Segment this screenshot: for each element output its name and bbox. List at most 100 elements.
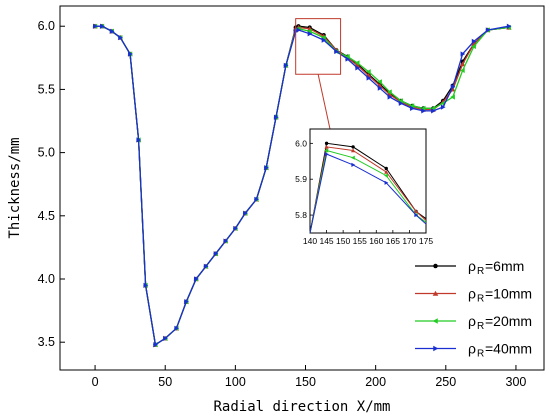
- data-point-marker: [213, 251, 219, 257]
- inset-x-tick-label: 175: [419, 236, 433, 246]
- data-point-marker: [307, 28, 312, 34]
- data-point-marker: [433, 345, 439, 352]
- data-point-marker: [321, 34, 326, 41]
- data-point-marker: [450, 84, 456, 90]
- data-point-marker: [203, 263, 209, 269]
- inset-y-tick-label: 5.8: [295, 210, 307, 220]
- legend-label: =10mm: [485, 286, 532, 302]
- series-1: [92, 24, 512, 347]
- main-axis-ticks: 0 50 100 150 200 250 300 3.5 4.0 4.5 5.0 5.5 6.0: [38, 19, 527, 389]
- x-tick-label: 250: [435, 375, 456, 389]
- data-point-marker: [324, 141, 329, 146]
- x-tick-label: 50: [158, 375, 172, 389]
- x-tick-label: 200: [365, 375, 386, 389]
- data-point-marker: [92, 23, 98, 29]
- data-point-marker: [344, 53, 350, 60]
- x-tick-label: 300: [506, 375, 527, 389]
- legend-entry-3: ρ R =20mm: [415, 313, 532, 332]
- data-point-marker: [377, 85, 383, 91]
- data-point-marker: [350, 148, 356, 153]
- data-point-marker: [128, 51, 133, 57]
- inset-x-tick-label: 170: [402, 236, 416, 246]
- data-point-marker: [387, 89, 392, 95]
- zoom-indicator: [295, 18, 342, 130]
- data-point-marker: [153, 342, 158, 348]
- legend-subscript: R: [477, 266, 484, 277]
- y-tick-label: 3.5: [38, 335, 55, 349]
- legend-symbol: ρ: [468, 341, 476, 357]
- y-tick-label: 5.0: [38, 146, 55, 160]
- data-point-marker: [324, 152, 329, 157]
- legend-entry-2: ρ R =10mm: [415, 286, 532, 305]
- data-point-marker: [384, 169, 389, 174]
- data-point-marker: [384, 173, 388, 178]
- data-point-marker: [433, 263, 438, 269]
- data-point-marker: [450, 94, 455, 100]
- data-point-marker: [432, 318, 438, 324]
- data-point-marker: [384, 180, 389, 185]
- legend-subscript: R: [477, 294, 484, 305]
- legend-symbol: ρ: [468, 258, 476, 274]
- data-point-marker: [264, 165, 269, 171]
- data-point-marker: [355, 65, 361, 71]
- inset-x-tick-label: 155: [353, 236, 367, 246]
- inset-x-tick-label: 150: [336, 236, 350, 246]
- data-point-marker: [194, 276, 199, 282]
- y-tick-label: 4.5: [38, 209, 55, 223]
- data-point-marker: [163, 335, 168, 342]
- data-point-marker: [351, 145, 355, 149]
- data-point-marker: [100, 23, 105, 29]
- x-axis-title: Radial direction X/mm: [213, 399, 390, 415]
- inset-x-tick-label: 140: [303, 236, 317, 246]
- legend-symbol: ρ: [468, 313, 476, 329]
- data-point-marker: [384, 166, 388, 171]
- y-tick-label: 5.5: [38, 82, 55, 96]
- x-tick-label: 150: [295, 375, 316, 389]
- data-point-marker: [377, 79, 382, 85]
- legend-entry-4: ρ R =40mm: [415, 341, 532, 360]
- data-point-marker: [283, 62, 289, 69]
- series-3: [92, 23, 512, 348]
- inset-x-tick-label: 165: [386, 236, 400, 246]
- inset-y-tick-label: 6.0: [295, 138, 307, 148]
- data-point-marker: [410, 105, 415, 111]
- data-point-marker: [440, 104, 446, 110]
- data-point-marker: [414, 212, 419, 218]
- data-point-marker: [366, 69, 371, 75]
- x-tick-label: 100: [225, 375, 246, 389]
- inset-series-line: [309, 153, 427, 234]
- data-point-marker: [354, 60, 360, 66]
- series-2: [92, 23, 512, 347]
- data-point-marker: [136, 137, 142, 143]
- inset-x-tick-label: 160: [369, 236, 383, 246]
- data-point-marker: [350, 155, 355, 160]
- data-point-marker: [345, 56, 351, 62]
- legend-label: =6mm: [485, 258, 524, 274]
- inset-frame: [309, 128, 427, 234]
- data-point-marker: [109, 28, 115, 34]
- data-point-marker: [460, 67, 465, 74]
- data-point-marker: [460, 51, 466, 57]
- data-point-marker: [409, 103, 415, 109]
- data-point-marker: [184, 299, 189, 305]
- data-point-marker: [413, 209, 419, 214]
- data-point-marker: [324, 148, 329, 153]
- x-tick-label: 0: [92, 375, 99, 389]
- plot-frame: [59, 5, 545, 371]
- data-point-marker: [485, 27, 491, 33]
- inset-series-4: [309, 152, 427, 234]
- data-point-marker: [432, 290, 439, 296]
- data-point-marker: [398, 100, 404, 106]
- data-point-marker: [431, 108, 436, 114]
- inset-x-tick-label: 145: [319, 236, 333, 246]
- y-axis-title: Thickness/mm: [7, 137, 23, 238]
- data-point-marker: [460, 61, 466, 67]
- data-point-marker: [118, 34, 123, 41]
- y-tick-label: 6.0: [38, 19, 55, 33]
- legend-label: =40mm: [485, 341, 532, 357]
- data-point-marker: [366, 75, 372, 81]
- main-series-group: [92, 23, 512, 348]
- data-point-marker: [321, 37, 327, 43]
- data-point-marker: [143, 282, 149, 288]
